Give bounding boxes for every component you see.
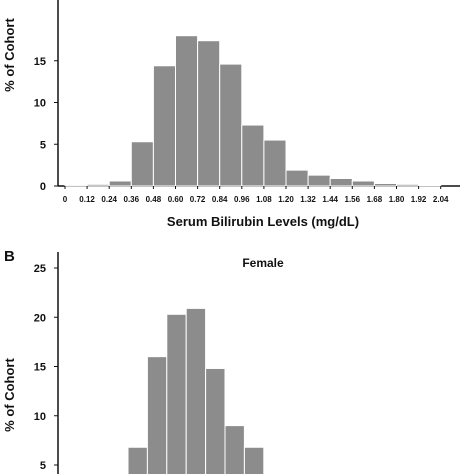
x-tick-label-a: 0.96 <box>234 195 250 204</box>
panel-title-b: Female <box>242 256 284 270</box>
y-axis-title-a: % of Cohort <box>2 18 17 92</box>
bar-b-1 <box>146 356 168 474</box>
x-tick-label-a: 1.44 <box>322 195 338 204</box>
bar-a-15 <box>396 183 420 187</box>
bar-a-12 <box>329 177 353 187</box>
bar-a-8 <box>241 124 265 187</box>
bar-a-16 <box>418 184 442 187</box>
bar-a-2 <box>108 180 132 187</box>
bar-a-1 <box>86 183 110 187</box>
x-tick-label-a: 1.92 <box>411 195 427 204</box>
bar-a-7 <box>219 63 243 187</box>
panel-letter-b: B <box>4 248 15 265</box>
bar-a-10 <box>285 169 309 187</box>
panel-b: B Female 5 10 15 20 25 % of Cohort <box>2 248 284 474</box>
x-tick-label-a: 1.08 <box>256 195 272 204</box>
bars-b <box>127 307 265 474</box>
bar-b-4 <box>205 367 226 474</box>
x-tick-label-a: 0.48 <box>146 195 162 204</box>
y-tick-label-b: 10 <box>34 411 46 423</box>
bar-a-3 <box>130 141 154 187</box>
x-tick-label-a: 0.60 <box>168 195 184 204</box>
bar-a-11 <box>307 174 331 187</box>
bar-a-14 <box>373 182 397 187</box>
bar-b-5 <box>224 425 245 474</box>
x-tick-label-a: 1.56 <box>345 195 361 204</box>
x-tick-label-a: 0.84 <box>212 195 228 204</box>
x-tick-label-a: 0.72 <box>190 195 206 204</box>
x-axis-title-a: Serum Bilirubin Levels (mg/dL) <box>167 214 359 229</box>
x-tick-label-a: 1.20 <box>278 195 294 204</box>
x-tick-label-a: 0.24 <box>101 195 117 204</box>
y-tick-label-a: 5 <box>40 139 46 151</box>
y-ticks-a: 0 5 10 15 <box>34 56 58 193</box>
bar-b-0 <box>127 446 148 474</box>
bar-b-2 <box>166 313 187 474</box>
x-tick-label-a: 0 <box>63 195 68 204</box>
y-tick-label-b: 20 <box>34 312 46 324</box>
bar-a-13 <box>351 180 375 187</box>
y-tick-label-a: 15 <box>34 56 46 68</box>
y-tick-label-b: 5 <box>40 460 46 472</box>
x-tick-label-a: 1.68 <box>367 195 383 204</box>
y-tick-label-b: 15 <box>34 362 46 374</box>
y-tick-label-a: 0 <box>40 181 46 193</box>
bar-a-6 <box>197 40 221 187</box>
y-tick-label-a: 10 <box>34 98 46 110</box>
bar-b-6 <box>243 446 265 474</box>
x-tick-label-a: 1.32 <box>300 195 316 204</box>
x-tick-label-a: 2.04 <box>433 195 449 204</box>
bar-a-4 <box>152 65 176 187</box>
x-ticks-a: 0 0.12 0.24 0.36 0.48 0.60 0.72 0.84 0.96 1.08 1.2… <box>63 186 449 204</box>
bar-a-9 <box>263 139 287 187</box>
bar-b-3 <box>185 307 207 474</box>
panel-a: 0 5 10 15 0 0.12 0.24 0.36 0.48 0.60 0.72 0.84 0.96… <box>2 0 460 229</box>
bar-a-5 <box>175 35 199 187</box>
x-tick-label-a: 0.12 <box>79 195 95 204</box>
x-tick-label-a: 0.36 <box>124 195 140 204</box>
y-ticks-b: 5 10 15 20 25 <box>34 263 58 472</box>
bars-a <box>64 35 442 187</box>
x-tick-label-a: 1.80 <box>389 195 405 204</box>
y-tick-label-b: 25 <box>34 263 46 275</box>
y-axis-title-b: % of Cohort <box>2 358 17 432</box>
